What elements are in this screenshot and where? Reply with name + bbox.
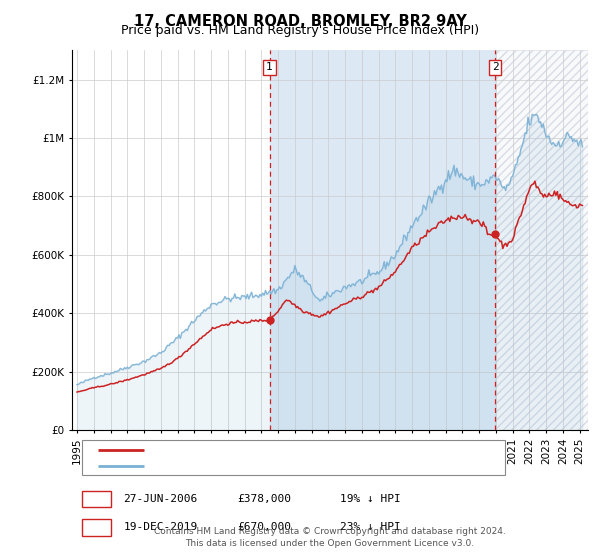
- HPI: Average price, detached house, Bromley: (2.03e+03, 9.7e+05): Average price, detached house, Bromley: …: [579, 143, 586, 150]
- Line: 17, CAMERON ROAD, BROMLEY, BR2 9AY (detached house): 17, CAMERON ROAD, BROMLEY, BR2 9AY (deta…: [77, 181, 583, 392]
- HPI: Average price, detached house, Bromley: (2.02e+03, 8.79e+05): Average price, detached house, Bromley: …: [457, 170, 464, 177]
- HPI: Average price, detached house, Bromley: (2e+03, 1.56e+05): Average price, detached house, Bromley: …: [73, 381, 80, 388]
- 17, CAMERON ROAD, BROMLEY, BR2 9AY (detached house): [73, 389, 80, 395]
- Text: 17, CAMERON ROAD, BROMLEY, BR2 9AY (detached house): 17, CAMERON ROAD, BROMLEY, BR2 9AY (deta…: [155, 445, 499, 455]
- HPI: Average price, detached house, Bromley: (2e+03, 2.1e+05): Average price, detached house, Bromley: …: [122, 366, 130, 372]
- Text: 1: 1: [266, 63, 273, 72]
- 17, CAMERON ROAD, BROMLEY, BR2 9AY (detached house): [579, 202, 586, 209]
- Text: 2: 2: [93, 522, 100, 533]
- Bar: [495, 50, 600, 430]
- Text: 17, CAMERON ROAD, BROMLEY, BR2 9AY: 17, CAMERON ROAD, BROMLEY, BR2 9AY: [134, 14, 466, 29]
- Text: 19% ↓ HPI: 19% ↓ HPI: [340, 494, 401, 504]
- 17, CAMERON ROAD, BROMLEY, BR2 9AY (detached house): [122, 377, 130, 384]
- Text: 2: 2: [492, 63, 499, 72]
- Line: HPI: Average price, detached house, Bromley: HPI: Average price, detached house, Brom…: [77, 114, 583, 385]
- 17, CAMERON ROAD, BROMLEY, BR2 9AY (detached house): [532, 178, 539, 184]
- HPI: Average price, detached house, Bromley: (2e+03, 3.91e+05): Average price, detached house, Bromley: …: [196, 312, 203, 319]
- 17, CAMERON ROAD, BROMLEY, BR2 9AY (detached house): [187, 345, 194, 352]
- HPI: Average price, detached house, Bromley: (2e+03, 3.62e+05): Average price, detached house, Bromley: …: [187, 321, 194, 328]
- HPI: Average price, detached house, Bromley: (2.01e+03, 5.34e+05): Average price, detached house, Bromley: …: [287, 270, 294, 277]
- Text: Contains HM Land Registry data © Crown copyright and database right 2024.
This d: Contains HM Land Registry data © Crown c…: [154, 527, 506, 548]
- Text: 27-JUN-2006: 27-JUN-2006: [124, 494, 198, 504]
- Text: HPI: Average price, detached house, Bromley: HPI: Average price, detached house, Brom…: [155, 461, 445, 472]
- Text: 19-DEC-2019: 19-DEC-2019: [124, 522, 198, 533]
- Text: £670,000: £670,000: [237, 522, 291, 533]
- Bar: [269, 50, 495, 430]
- 17, CAMERON ROAD, BROMLEY, BR2 9AY (detached house): [196, 335, 203, 342]
- HPI: Average price, detached house, Bromley: (2e+03, 1.85e+05): Average price, detached house, Bromley: …: [100, 372, 107, 379]
- HPI: Average price, detached house, Bromley: (2.02e+03, 1.08e+06): Average price, detached house, Bromley: …: [533, 111, 540, 118]
- FancyBboxPatch shape: [82, 440, 505, 475]
- FancyBboxPatch shape: [82, 519, 110, 536]
- Text: 23% ↓ HPI: 23% ↓ HPI: [340, 522, 401, 533]
- Text: £378,000: £378,000: [237, 494, 291, 504]
- Bar: [495, 50, 600, 430]
- 17, CAMERON ROAD, BROMLEY, BR2 9AY (detached house): [457, 215, 464, 222]
- 17, CAMERON ROAD, BROMLEY, BR2 9AY (detached house): [100, 383, 107, 390]
- FancyBboxPatch shape: [82, 491, 110, 507]
- Text: 1: 1: [93, 494, 100, 504]
- 17, CAMERON ROAD, BROMLEY, BR2 9AY (detached house): [287, 298, 294, 305]
- Text: Price paid vs. HM Land Registry's House Price Index (HPI): Price paid vs. HM Land Registry's House …: [121, 24, 479, 37]
